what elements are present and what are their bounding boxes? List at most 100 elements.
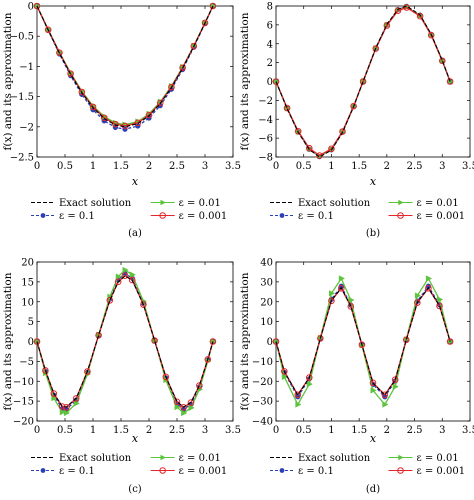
legend-label: Exact solution [298,453,371,464]
y-tick-label: 4 [267,39,273,50]
panel-label: (a) [128,228,142,239]
legend-marker [397,467,404,474]
x-tick-label: 2.5 [169,161,185,172]
data-point [181,409,188,417]
legend-entry-eps1: ε = 0.1 [270,466,334,477]
series-line [36,5,214,128]
data-point [145,111,153,119]
data-point [381,391,389,399]
data-point [204,356,212,363]
x-tick-label: 0.5 [57,425,73,436]
x-tick-label: 0.5 [57,161,73,172]
data-point [272,78,280,85]
legend-entry-eps2: ε = 0.01 [388,198,459,209]
x-tick-label: 2 [146,161,152,172]
y-tick-label: −10 [13,377,34,388]
data-point [122,266,129,274]
y-axis-label: f(x) and its approximation [2,272,14,410]
data-point [196,382,203,389]
data-point [328,145,335,153]
data-point [328,290,336,297]
data-point [294,391,302,399]
data-point [84,368,91,375]
legend-entry-exact: Exact solution [270,453,371,464]
legend: Exact solution ε = 0.01 ε = 0.1 ε = 0.001 [270,198,465,222]
x-tick-label: 2.5 [169,425,185,436]
data-point [414,299,421,306]
x-tick-label: 3 [202,161,208,172]
legend-label: ε = 0.001 [179,211,228,222]
legend-label: ε = 0.01 [417,453,459,464]
data-point [63,409,71,417]
data-point [337,284,345,292]
data-point [370,387,377,394]
legend-marker [398,454,404,461]
data-point [437,296,444,303]
x-tick-label: 1.5 [113,425,129,436]
legend-label: ε = 0.1 [59,466,95,477]
legend-label: ε = 0.01 [179,198,221,209]
y-tick-label: 20 [21,258,34,269]
data-point [179,64,186,72]
series-line [275,6,451,157]
x-tick-label: 1 [328,161,334,172]
x-tick-label: 2 [384,425,390,436]
legend-entry-eps2: ε = 0.01 [388,453,459,464]
y-tick-label: 5 [28,317,34,328]
plot-frame [275,261,471,422]
x-tick-label: 1 [90,161,96,172]
data-point [73,400,80,407]
y-tick-label: 6 [267,20,273,31]
legend-entry-eps3: ε = 0.001 [388,211,466,222]
legend-entry-eps3: ε = 0.001 [150,211,228,222]
data-point [33,2,41,10]
data-point [305,374,313,381]
data-point [78,88,86,96]
x-axis-label: x [132,175,139,188]
series-line [275,286,451,397]
data-point [121,272,129,280]
data-point [209,2,217,10]
legend-entry-eps2: ε = 0.01 [150,453,221,464]
data-point [44,26,52,34]
legend-entry-eps1: ε = 0.1 [31,211,95,222]
plot-frame [36,261,234,422]
x-tick-label: 3.5 [225,161,241,172]
y-tick-label: −2 [19,122,34,133]
legend: Exact solution ε = 0.01 ε = 0.1 ε = 0.001 [31,198,227,222]
data-point [306,380,314,388]
legend-label: ε = 0.1 [59,211,95,222]
y-axis-label: f(x) and its approximation [239,272,251,410]
y-tick-label: −10 [252,357,273,368]
legend-label: ε = 0.001 [417,211,466,222]
x-tick-label: 2.5 [407,425,423,436]
data-point [372,45,380,52]
legend-label: ε = 0.1 [298,211,334,222]
data-point [72,395,80,402]
data-point [95,332,102,339]
y-axis-label: f(x) and its approximation [239,12,251,150]
y-tick-label: 0 [267,77,273,88]
x-tick-label: 3.5 [462,425,474,436]
data-point [180,403,187,411]
data-point [402,336,410,344]
data-point [294,127,302,135]
data-point [56,49,63,56]
legend: Exact solution ε = 0.01 ε = 0.1 ε = 0.001 [270,453,465,477]
data-point [67,70,74,77]
legend-label: ε = 0.01 [417,198,459,209]
data-point [425,275,433,282]
y-axis-label: f(x) and its approximation [2,12,14,150]
y-tick-label: −4 [258,115,273,126]
x-tick-label: 0 [34,425,40,436]
y-tick-label: 0 [267,337,273,348]
series-eps3 [272,4,454,159]
legend-entry-exact: Exact solution [270,198,371,209]
legend-marker [40,213,46,218]
legend: Exact solution ε = 0.01 ε = 0.1 ε = 0.001 [31,453,227,477]
data-point [339,128,346,135]
data-point [358,341,366,348]
data-point [201,19,209,27]
y-tick-label: −8 [258,153,273,164]
